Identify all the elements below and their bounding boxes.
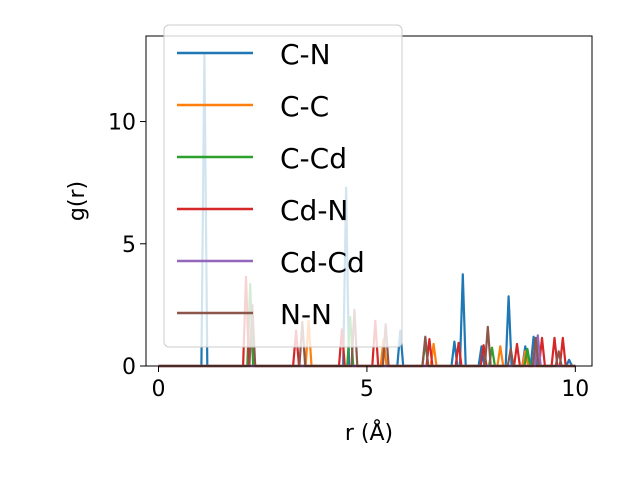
legend-label: Cd-Cd	[280, 246, 365, 279]
legend-label: C-N	[280, 38, 331, 71]
y-axis-label: g(r)	[65, 181, 90, 221]
y-tick-label: 0	[122, 355, 136, 380]
x-tick-label: 5	[360, 377, 374, 402]
x-tick-label: 0	[152, 377, 166, 402]
legend-label: C-C	[280, 90, 329, 123]
y-tick-label: 5	[122, 233, 136, 258]
x-tick-label: 10	[561, 377, 589, 402]
y-tick-label: 10	[108, 111, 136, 136]
series-line-c-c	[158, 319, 576, 368]
legend: C-N C-C C-Cd Cd-N Cd-Cd N-N	[163, 24, 403, 348]
legend-label: Cd-N	[280, 194, 348, 227]
legend-label: N-N	[280, 298, 332, 331]
legend-label: C-Cd	[280, 142, 347, 175]
tick-layer: 0 5 10 0 5 10	[108, 111, 589, 402]
series-line-cd-n	[158, 275, 576, 368]
x-axis-label: r (Å)	[345, 419, 393, 446]
